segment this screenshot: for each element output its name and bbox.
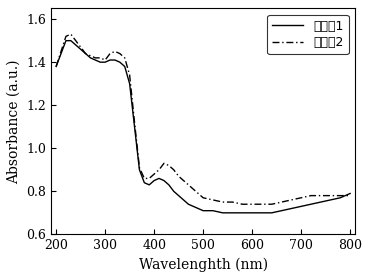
Y-axis label: Absorbance (a.u.): Absorbance (a.u.)	[7, 59, 21, 184]
X-axis label: Wavelenghth (nm): Wavelenghth (nm)	[139, 258, 268, 272]
Legend: 比较例1, 实施例2: 比较例1, 实施例2	[267, 15, 349, 54]
